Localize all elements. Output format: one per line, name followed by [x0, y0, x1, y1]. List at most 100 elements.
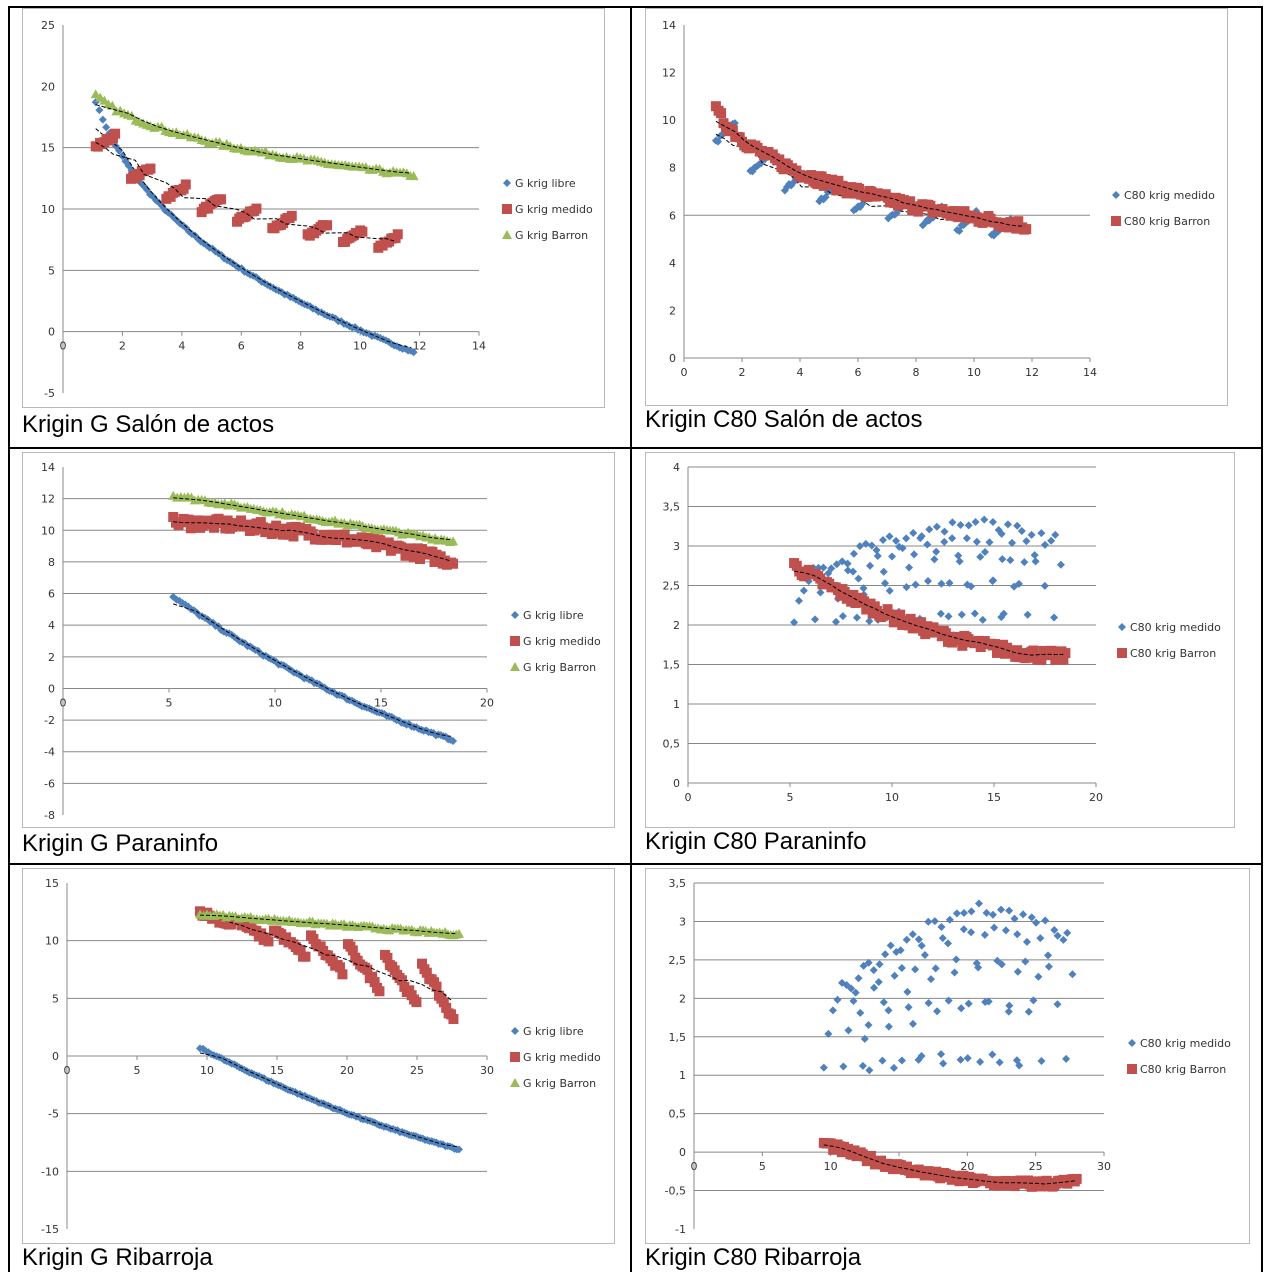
- data-point: [1063, 928, 1072, 937]
- data-point: [1053, 931, 1062, 940]
- data-point: [849, 997, 858, 1006]
- trendline: [199, 915, 452, 1001]
- data-point: [974, 899, 983, 908]
- data-point: [881, 950, 890, 959]
- data-point: [971, 517, 980, 526]
- y-tick-label: 10: [41, 203, 55, 216]
- data-point: [998, 555, 1007, 564]
- data-point: [985, 538, 994, 547]
- y-tick-label: 3,5: [669, 877, 687, 890]
- data-point: [1029, 996, 1038, 1005]
- data-point: [933, 1007, 942, 1016]
- data-point: [865, 617, 874, 626]
- data-point: [948, 518, 957, 527]
- chart-g-ribarroja: -15 -10 -5 0 5 10 15 0 5 10 15 20 25 30 G krig libre G …: [22, 868, 615, 1244]
- x-tick-label: 30: [480, 1064, 494, 1077]
- data-point: [1044, 962, 1053, 971]
- legend-entry: G krig libre: [511, 1025, 584, 1038]
- y-tick-label: 0,5: [663, 738, 681, 751]
- trendline: [794, 570, 1064, 656]
- data-point: [421, 967, 432, 978]
- data-point: [371, 542, 382, 553]
- data-point: [964, 999, 973, 1008]
- y-tick-label: 2,5: [669, 954, 687, 967]
- data-point: [874, 978, 883, 987]
- data-point: [454, 928, 464, 938]
- data-point: [414, 554, 425, 565]
- data-point: [930, 555, 939, 564]
- data-point: [286, 210, 297, 221]
- x-tick-label: 14: [1083, 366, 1097, 379]
- y-tick-label: 20: [41, 80, 55, 93]
- x-tick-label: 10: [824, 1160, 838, 1173]
- x-tick-label: 12: [1025, 366, 1039, 379]
- y-tick-label: -8: [44, 809, 55, 822]
- legend-label: C80 krig Barron: [1140, 1063, 1226, 1076]
- legend-marker: [510, 1078, 520, 1087]
- data-point: [1020, 558, 1029, 567]
- legend-label: C80 krig medido: [1140, 1037, 1231, 1050]
- trendline: [173, 497, 451, 541]
- data-point: [1040, 581, 1049, 590]
- data-point: [943, 939, 952, 948]
- data-point: [963, 580, 972, 589]
- data-point: [839, 1062, 848, 1071]
- data-point: [1032, 918, 1041, 927]
- data-point: [932, 547, 941, 556]
- y-tick-label: 3: [673, 540, 680, 553]
- data-point: [1050, 926, 1059, 935]
- series-2: [90, 128, 403, 253]
- data-point: [880, 579, 889, 588]
- data-point: [819, 563, 828, 572]
- data-point: [955, 557, 964, 566]
- data-point: [820, 174, 831, 185]
- trendline: [199, 914, 457, 935]
- legend-label: C80 krig Barron: [1130, 647, 1216, 660]
- legend-entry: G krig libre: [503, 177, 576, 190]
- legend-label: G krig Barron: [515, 229, 588, 242]
- series-3: [195, 909, 464, 940]
- y-tick-label: 3: [679, 915, 686, 928]
- data-point: [824, 1029, 833, 1038]
- chart-c80-paraninfo: 0 0,5 1 1,5 2 2,5 3 3,5 4 0 5 10 15 20 C80 krig medido…: [645, 452, 1235, 828]
- data-point: [843, 566, 852, 575]
- data-point: [1031, 557, 1040, 566]
- data-point: [821, 193, 830, 202]
- data-point: [1005, 1001, 1014, 1010]
- data-point: [1022, 937, 1031, 946]
- data-point: [1044, 951, 1053, 960]
- data-point: [1034, 972, 1043, 981]
- data-point: [980, 515, 989, 524]
- data-point: [295, 945, 306, 956]
- data-point: [909, 529, 918, 538]
- data-point: [790, 618, 799, 627]
- caption-c80-paraninfo: Krigin C80 Paraninfo: [645, 828, 867, 855]
- x-tick-label: 30: [1097, 1160, 1111, 1173]
- data-point: [902, 534, 911, 543]
- data-point: [1041, 916, 1050, 925]
- data-point: [932, 522, 941, 531]
- data-point: [843, 559, 852, 568]
- data-point: [1030, 551, 1039, 560]
- data-point: [1028, 645, 1039, 656]
- data-point: [843, 1143, 854, 1154]
- y-tick-label: 0: [48, 682, 55, 695]
- data-point: [859, 584, 868, 593]
- y-tick-label: 1: [679, 1069, 686, 1082]
- data-point: [931, 964, 940, 973]
- data-point: [926, 975, 935, 984]
- x-tick-label: 0: [691, 1160, 698, 1173]
- data-point: [358, 533, 369, 544]
- x-tick-label: 10: [200, 1064, 214, 1077]
- data-point: [1010, 914, 1019, 923]
- caption-g-salon-de-actos: Krigin G Salón de actos: [22, 411, 275, 438]
- data-point: [999, 609, 1008, 618]
- data-point: [367, 971, 378, 982]
- trendline: [199, 1052, 457, 1148]
- x-tick-label: 12: [413, 340, 427, 353]
- legend-label: G krig Barron: [523, 1077, 596, 1090]
- x-tick-label: 6: [238, 340, 245, 353]
- data-point: [838, 978, 847, 987]
- y-tick-label: 15: [41, 142, 55, 155]
- data-point: [952, 909, 961, 918]
